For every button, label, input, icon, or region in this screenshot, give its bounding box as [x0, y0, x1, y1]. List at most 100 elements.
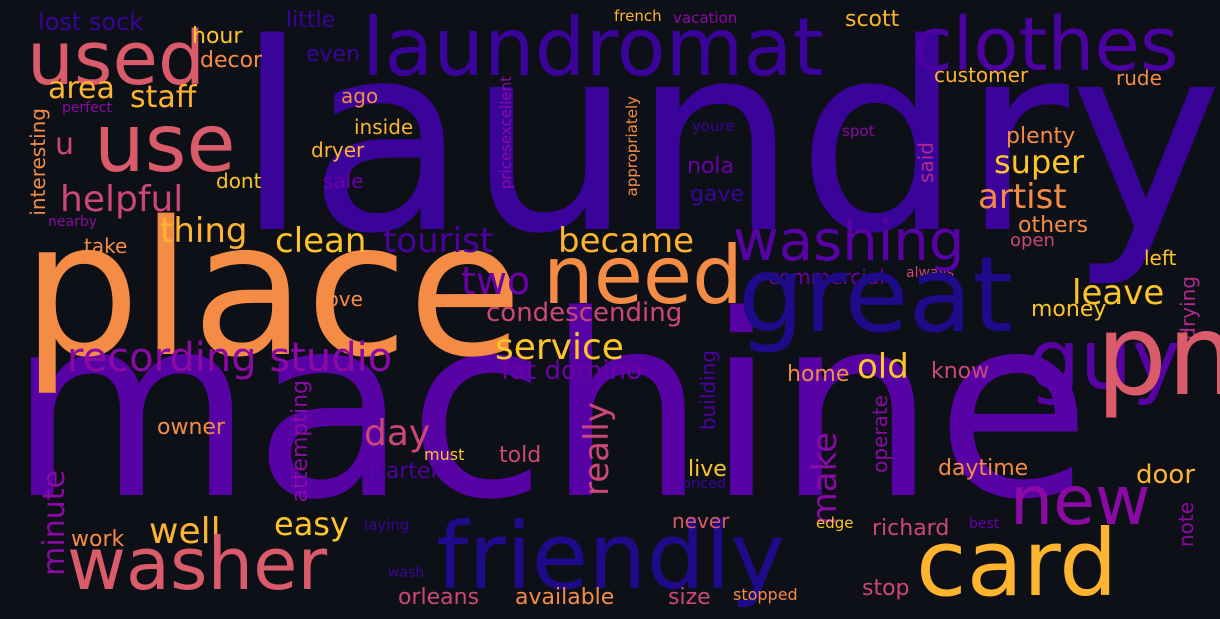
word-commercial: commercial	[768, 265, 885, 289]
word-french: french	[614, 7, 662, 25]
word-u: u	[55, 127, 75, 162]
word-tourist: tourist	[383, 221, 494, 261]
word-lost-sock: lost sock	[38, 8, 144, 36]
word-nearby: nearby	[48, 214, 97, 230]
word-need: need	[543, 229, 743, 322]
word-pricesexcellent: pricesexcellent	[497, 76, 515, 190]
word-machine: machine	[8, 262, 1091, 555]
word-always: always	[906, 265, 955, 281]
word-perfect: perfect	[62, 100, 112, 116]
word-nola: nola	[687, 154, 734, 179]
word-love: love	[321, 287, 363, 311]
word-rude: rude	[1116, 66, 1162, 90]
word-ago: ago	[341, 84, 379, 108]
word-spot: spot	[842, 122, 875, 140]
word-daytime: daytime	[938, 456, 1029, 481]
word-available: available	[515, 585, 615, 610]
word-guy: guy	[1028, 313, 1181, 408]
word-make: make	[805, 432, 845, 526]
word-well: well	[149, 511, 221, 552]
word-leave: leave	[1072, 273, 1165, 313]
word-service: service	[495, 327, 624, 368]
word-pm: pm	[1096, 291, 1220, 421]
word-best: best	[969, 516, 1000, 532]
word-new: new	[1010, 462, 1151, 541]
word-vacation: vacation	[673, 9, 738, 27]
word-interesting: interesting	[26, 108, 50, 216]
word-owner: owner	[157, 415, 225, 440]
word-scott: scott	[845, 7, 900, 32]
word-recording-studio: recording studio	[67, 335, 393, 381]
word-really: really	[577, 402, 617, 496]
word-laying: laying	[364, 516, 410, 534]
word-stopped: stopped	[733, 585, 798, 604]
word-area: area	[48, 71, 115, 106]
word-helpful: helpful	[60, 179, 184, 220]
word-must: must	[424, 445, 465, 464]
word-customer: customer	[934, 63, 1029, 87]
word-home: home	[787, 362, 850, 387]
word-great: great	[738, 234, 1013, 356]
word-place: place	[22, 181, 523, 398]
word-gave: gave	[690, 182, 745, 207]
word-priced: priced	[682, 476, 726, 492]
word-hour: hour	[192, 24, 243, 49]
word-richard: richard	[872, 516, 950, 541]
word-became: became	[558, 221, 695, 261]
word-laundry: laundry	[236, 0, 1220, 291]
word-said: said	[914, 142, 938, 183]
word-money: money	[1031, 297, 1107, 322]
word-youre: youre	[692, 117, 735, 135]
word-used: used	[27, 16, 205, 102]
word-super: super	[994, 143, 1085, 181]
word-little: little	[286, 8, 336, 33]
word-friendly: friendly	[436, 503, 786, 610]
word-day: day	[364, 413, 431, 454]
word-building: building	[696, 350, 720, 431]
word-clothes: clothes	[912, 2, 1179, 88]
word-plenty: plenty	[1006, 124, 1076, 149]
word-edge: edge	[816, 514, 854, 532]
word-stop: stop	[862, 576, 910, 601]
word-wash: wash	[388, 565, 425, 581]
word-thing: thing	[160, 211, 248, 251]
word-inside: inside	[354, 115, 414, 139]
word-know: know	[931, 359, 990, 384]
word-dont: dont	[216, 169, 262, 193]
word-never: never	[672, 509, 730, 533]
word-size: size	[668, 585, 711, 610]
word-live: live	[688, 457, 727, 482]
word-laundromat: laundromat	[362, 1, 824, 94]
word-door: door	[1136, 460, 1196, 490]
word-two: two	[461, 259, 531, 303]
word-note: note	[1174, 502, 1198, 548]
word-card: card	[916, 510, 1118, 617]
word-operate: operate	[868, 395, 892, 473]
word-washer: washer	[67, 522, 328, 606]
word-artist: artist	[978, 177, 1067, 217]
word-others: others	[1018, 213, 1089, 238]
word-decor: decor	[200, 48, 263, 73]
word-staff: staff	[130, 80, 197, 115]
word-dryer: dryer	[311, 138, 365, 162]
word-sale: sale	[323, 169, 364, 193]
word-told: told	[499, 443, 542, 468]
word-work: work	[71, 527, 125, 552]
word-attempting: attempting	[288, 380, 313, 503]
word-quarter: quarter	[358, 459, 440, 484]
word-old: old	[857, 347, 909, 387]
word-condescending: condescending	[486, 298, 683, 328]
word-appropriately: appropriately	[623, 96, 641, 197]
word-orleans: orleans	[398, 585, 480, 610]
word-fat-domino: fat domino	[501, 356, 642, 386]
word-even: even	[306, 42, 361, 67]
word-washing: washing	[733, 209, 965, 274]
word-use: use	[94, 97, 236, 190]
word-left: left	[1144, 246, 1177, 270]
word-take: take	[84, 234, 128, 258]
word-open: open	[1010, 230, 1055, 251]
word-clean: clean	[275, 221, 367, 261]
word-easy: easy	[274, 505, 349, 543]
word-minute: minute	[37, 470, 72, 576]
